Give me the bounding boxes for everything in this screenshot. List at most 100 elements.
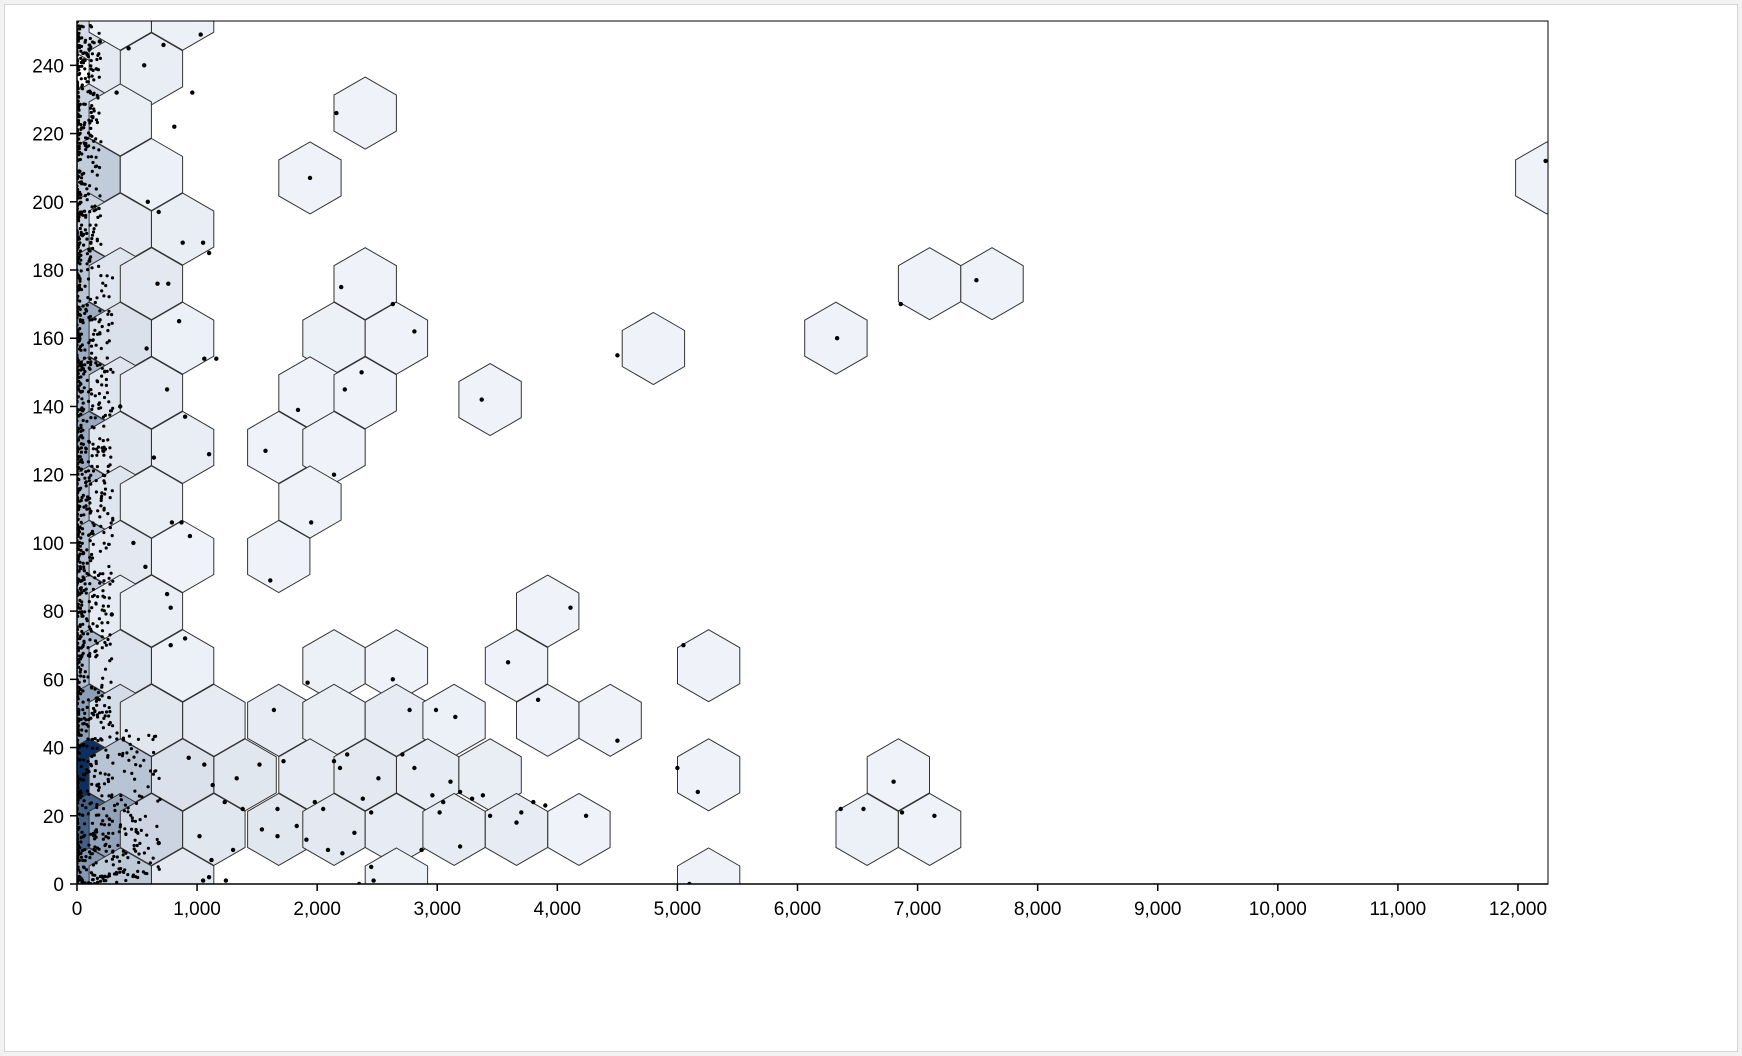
x-tick-label: 9,000 (1134, 899, 1182, 920)
data-point (168, 605, 173, 610)
data-point (84, 591, 88, 595)
data-point (85, 303, 89, 307)
data-point (200, 240, 206, 245)
data-point (93, 639, 98, 643)
data-point (89, 155, 94, 159)
data-point (93, 650, 97, 654)
data-point (87, 399, 91, 403)
data-point (81, 550, 85, 554)
data-point (87, 341, 91, 345)
data-point (93, 328, 97, 332)
data-point (134, 830, 138, 834)
data-point (93, 416, 97, 420)
data-point (111, 516, 115, 520)
data-point (122, 809, 126, 813)
data-point (79, 513, 83, 517)
data-point (78, 241, 82, 245)
data-point (123, 803, 127, 807)
data-point (142, 758, 146, 762)
data-point (132, 843, 136, 848)
data-point (94, 490, 98, 494)
data-point (77, 115, 81, 119)
data-point (182, 636, 188, 641)
data-point (136, 869, 140, 874)
data-point (87, 479, 91, 483)
data-point (97, 148, 101, 152)
data-point (82, 372, 86, 376)
data-point (268, 578, 273, 583)
data-point (96, 53, 100, 58)
data-point (339, 284, 344, 290)
hexbin-cell (897, 247, 962, 321)
hexbin-cell (151, 21, 215, 51)
data-point (79, 127, 83, 131)
data-point (419, 847, 424, 853)
data-point (437, 810, 442, 815)
data-point (118, 859, 122, 863)
data-point (107, 823, 111, 827)
data-point (80, 176, 84, 180)
data-point (100, 629, 105, 633)
data-point (93, 300, 97, 305)
data-point (88, 90, 92, 94)
data-point (138, 818, 142, 822)
data-point (83, 670, 87, 674)
data-point (161, 42, 166, 48)
data-point (154, 769, 158, 773)
hexbin-cell (458, 363, 522, 437)
data-point (132, 755, 136, 759)
data-point (79, 426, 83, 430)
data-point (129, 813, 133, 817)
data-point (93, 570, 97, 574)
data-point (106, 836, 111, 840)
data-point (77, 657, 81, 662)
data-point (91, 447, 95, 451)
data-point (90, 237, 94, 241)
data-point (82, 565, 86, 569)
data-point (223, 878, 229, 883)
data-point (85, 262, 89, 266)
data-point (89, 362, 93, 367)
data-point (77, 710, 81, 714)
data-point (77, 24, 81, 28)
data-point (133, 789, 137, 793)
data-point (111, 724, 115, 728)
data-point (96, 509, 100, 513)
data-point (77, 868, 81, 872)
data-point (146, 785, 150, 789)
data-point (134, 849, 138, 853)
data-point (479, 397, 484, 402)
y-tick-label: 40 (43, 739, 64, 760)
data-point (182, 414, 188, 419)
data-point (143, 814, 147, 818)
data-point (78, 286, 82, 290)
data-point (101, 415, 106, 419)
data-point (81, 835, 85, 839)
data-point (158, 797, 162, 802)
data-point (100, 374, 104, 378)
data-point (87, 315, 91, 320)
data-point (108, 735, 112, 739)
data-point (79, 77, 83, 81)
data-point (932, 813, 937, 818)
data-point (89, 241, 93, 245)
data-point (90, 556, 95, 560)
data-point (98, 194, 102, 198)
data-point (77, 826, 81, 830)
data-point (342, 387, 347, 392)
data-point (305, 680, 310, 685)
data-point (115, 880, 119, 884)
data-point (176, 319, 182, 324)
y-tick-label: 80 (43, 602, 64, 623)
data-point (89, 388, 93, 392)
data-point (90, 606, 94, 610)
data-point (130, 816, 134, 820)
data-point (100, 710, 104, 714)
data-point (81, 632, 85, 636)
data-point (90, 266, 94, 270)
data-point (115, 731, 119, 735)
data-point (107, 400, 111, 404)
data-point (90, 464, 94, 468)
data-point (142, 851, 146, 855)
hexbin-cell (151, 519, 215, 594)
